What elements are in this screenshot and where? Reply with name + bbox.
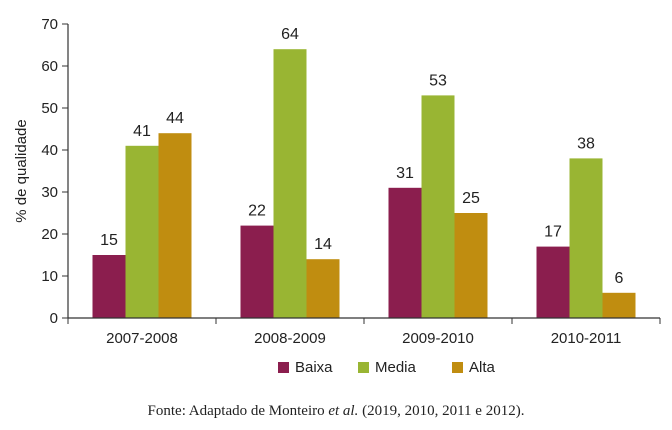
bar-chart: 0 10 20 30 40 50 60 70 % de qualidade 15 41 44 2007-… (13, 16, 661, 376)
legend-label-media: Media (375, 359, 417, 376)
x-tick-label: 2008-2009 (254, 330, 326, 347)
legend-swatch-alta (452, 362, 463, 373)
x-tick-label: 2009-2010 (402, 330, 474, 347)
bar-alta (454, 213, 488, 318)
data-label: 53 (429, 72, 447, 89)
bar-media (569, 158, 603, 318)
bar-baixa (92, 255, 126, 318)
data-label: 38 (577, 135, 595, 152)
legend-label-baixa: Baixa (295, 359, 333, 376)
y-tick-label: 50 (41, 100, 58, 117)
bar-media (421, 95, 455, 319)
bar-alta (306, 259, 340, 318)
data-label: 15 (100, 232, 118, 249)
caption-italic: et al. (328, 403, 359, 419)
data-label: 17 (544, 224, 562, 241)
bar-baixa (240, 225, 274, 318)
y-axis-label: % de qualidade (13, 119, 30, 222)
y-tick-label: 10 (41, 268, 58, 285)
data-label: 44 (166, 110, 184, 127)
x-tick-label: 2010-2011 (551, 330, 622, 347)
data-label: 6 (615, 270, 624, 287)
data-label: 25 (462, 190, 480, 207)
data-label: 22 (248, 203, 266, 220)
bar-media (125, 145, 159, 318)
data-label: 41 (133, 123, 151, 140)
y-tick-label: 70 (41, 16, 58, 33)
bar-media (273, 49, 307, 318)
bar-alta (602, 292, 636, 318)
legend-swatch-baixa (278, 362, 289, 373)
caption-prefix: Fonte: Adaptado de Monteiro (147, 403, 329, 419)
bar-baixa (388, 187, 422, 318)
caption-suffix: (2019, 2010, 2011 e 2012). (358, 403, 525, 419)
y-tick-label: 30 (41, 184, 58, 201)
y-tick-label: 0 (50, 310, 58, 327)
source-caption: Fonte: Adaptado de Monteiro et al. (2019… (0, 403, 672, 420)
y-tick-label: 60 (41, 58, 58, 75)
data-label: 31 (396, 165, 414, 182)
data-label: 64 (281, 26, 299, 43)
data-label: 14 (314, 236, 332, 253)
bar-baixa (536, 246, 570, 318)
legend-swatch-media (358, 362, 369, 373)
y-tick-label: 20 (41, 226, 58, 243)
y-tick-label: 40 (41, 142, 58, 159)
bar-alta (158, 133, 192, 318)
x-tick-label: 2007-2008 (106, 330, 178, 347)
legend-label-alta: Alta (469, 359, 496, 376)
